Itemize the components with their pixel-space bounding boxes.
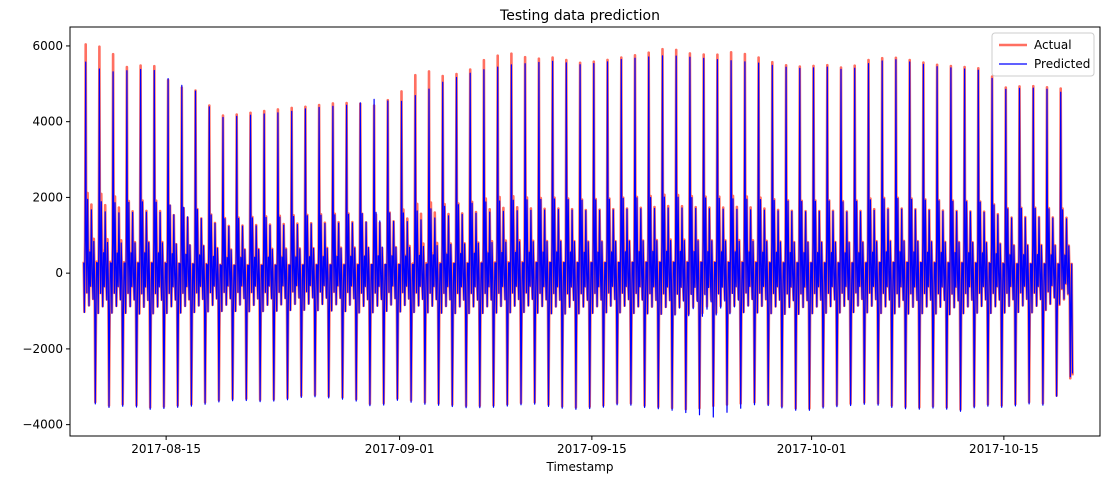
plot-frame (69, 26, 1101, 437)
legend-label-actual: Actual (1034, 38, 1072, 52)
x-tick-label-2: 2017-09-15 (557, 442, 627, 456)
x-tick-label-4: 2017-10-15 (969, 442, 1039, 456)
y-tick-label-2: 0 (55, 266, 63, 280)
y-tick-label-0: −4000 (22, 418, 63, 432)
y-tick-label-5: 6000 (32, 39, 63, 53)
chart-title: Testing data prediction (499, 8, 660, 24)
x-axis: 2017-08-15 2017-09-01 2017-09-15 2017-10-01… (131, 436, 1039, 456)
x-tick-label-0: 2017-08-15 (131, 442, 201, 456)
y-tick-label-4: 4000 (32, 115, 63, 129)
x-tick-label-3: 2017-10-01 (777, 442, 847, 456)
series-layer (82, 43, 1074, 418)
legend-label-predicted: Predicted (1034, 57, 1090, 71)
x-axis-label: Timestamp (546, 460, 614, 474)
y-tick-label-1: −2000 (22, 342, 63, 356)
x-tick-label-1: 2017-09-01 (365, 442, 435, 456)
series-line-predicted (83, 55, 1074, 418)
y-tick-label-3: 2000 (32, 190, 63, 204)
legend: Actual Predicted (991, 32, 1095, 77)
y-axis: −4000 −2000 0 2000 4000 6000 (22, 39, 70, 432)
